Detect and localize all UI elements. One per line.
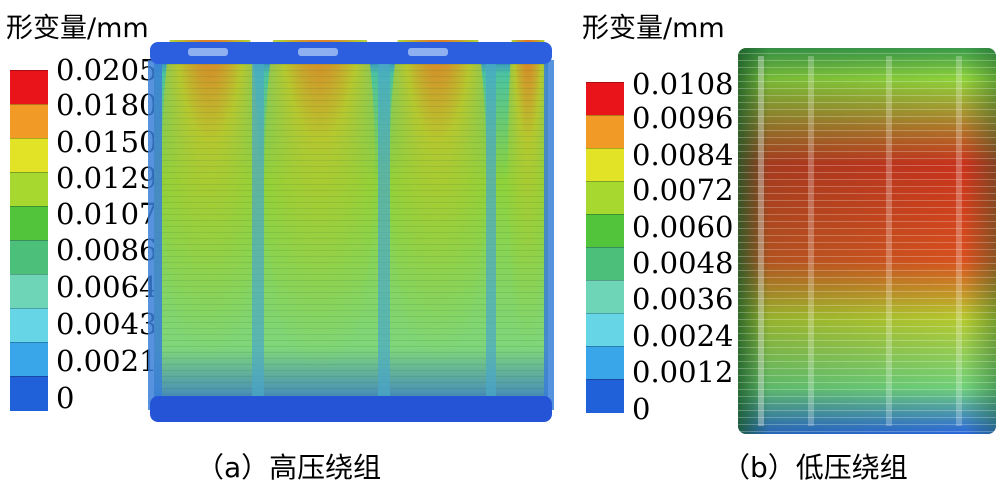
legend-tick: 0.0064 xyxy=(56,270,158,304)
legend-swatch xyxy=(586,379,624,413)
legend-swatch xyxy=(10,138,48,173)
legend-swatch xyxy=(10,104,48,139)
legend-swatch xyxy=(586,247,624,281)
legend-tick: 0.0024 xyxy=(632,319,734,353)
legend-tick: 0.0180 xyxy=(56,88,158,122)
legend-swatch xyxy=(586,115,624,149)
high-voltage-winding-model xyxy=(148,40,554,422)
legend-tick: 0.0060 xyxy=(632,210,734,244)
legend-tick: 0.0205 xyxy=(56,53,158,87)
legend-tick: 0.0048 xyxy=(632,246,734,280)
legend-tick: 0.0072 xyxy=(632,173,734,207)
unit-title: 形变量/mm xyxy=(6,13,149,44)
legend-swatch xyxy=(10,172,48,207)
legend-tick: 0.0021 xyxy=(56,344,158,378)
legend-swatch xyxy=(10,342,48,377)
color-legend: 0.0205 0.0180 0.0150 0.0129 0.0107 0.008… xyxy=(10,56,170,415)
legend-tick: 0.0036 xyxy=(632,282,734,316)
legend-swatch xyxy=(10,274,48,309)
legend-swatch xyxy=(10,240,48,275)
legend-swatch xyxy=(10,70,48,105)
legend-tick: 0.0012 xyxy=(632,355,734,389)
legend-swatch xyxy=(586,280,624,314)
legend-swatch xyxy=(10,308,48,343)
unit-title: 形变量/mm xyxy=(582,13,725,44)
legend-tick: 0 xyxy=(56,381,75,415)
legend-tick: 0.0086 xyxy=(56,233,158,267)
caption: （a）高压绕组 xyxy=(196,451,382,484)
legend-tick: 0.0107 xyxy=(56,197,158,231)
legend-swatch xyxy=(586,82,624,116)
legend-swatch xyxy=(586,148,624,182)
legend-swatch xyxy=(10,206,48,241)
panel-high-voltage: 形变量/mm 0.0205 0.0180 0.0150 0.0129 0.010… xyxy=(0,0,554,485)
legend-tick: 0 xyxy=(632,392,651,426)
panel-low-voltage: 形变量/mm 0.0108 0.0096 0.0084 0.0072 0.006… xyxy=(500,0,1003,485)
low-voltage-winding-model xyxy=(738,48,996,434)
legend-swatch xyxy=(586,214,624,248)
caption: （b）低压绕组 xyxy=(722,451,908,484)
legend-tick: 0.0043 xyxy=(56,307,158,341)
legend-swatch xyxy=(586,181,624,215)
legend-tick: 0.0084 xyxy=(632,138,734,172)
legend-swatch xyxy=(586,346,624,380)
legend-swatch xyxy=(586,313,624,347)
legend-swatch xyxy=(10,376,48,411)
legend-tick: 0.0129 xyxy=(56,161,158,195)
color-legend: 0.0108 0.0096 0.0084 0.0072 0.0060 0.004… xyxy=(586,70,746,427)
legend-tick: 0.0150 xyxy=(56,125,158,159)
legend-tick: 0.0096 xyxy=(632,101,734,135)
legend-tick: 0.0108 xyxy=(632,67,734,101)
